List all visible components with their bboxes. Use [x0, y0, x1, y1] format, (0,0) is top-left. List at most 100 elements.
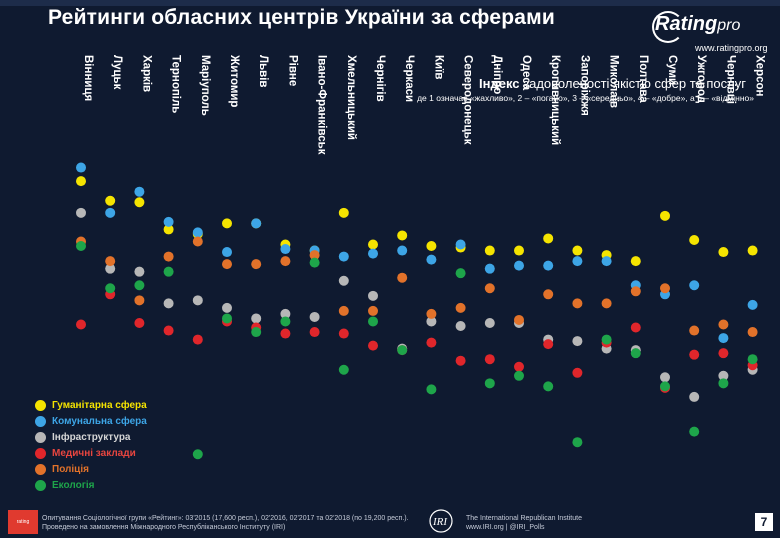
- page-number: 7: [755, 513, 773, 531]
- data-point: [747, 299, 758, 310]
- legend-dot: [35, 416, 46, 427]
- data-point: [426, 316, 437, 327]
- footer-source: Опитування Соціологічної групи «Рейтинг»…: [42, 514, 409, 532]
- city-label: Львів: [257, 55, 269, 87]
- data-point: [76, 207, 86, 218]
- data-point: [280, 256, 291, 267]
- city-label: Одеса: [520, 55, 532, 91]
- data-point: [660, 283, 670, 294]
- legend-item: Інфраструктура: [35, 430, 147, 446]
- iri-logo-icon: IRI: [429, 509, 453, 533]
- footer-iri: The International Republican Institute w…: [466, 514, 582, 532]
- data-point: [455, 239, 466, 250]
- legend-label: Комунальна сфера: [52, 416, 147, 427]
- data-point: [134, 197, 145, 208]
- data-point: [368, 340, 378, 351]
- data-point: [455, 355, 466, 366]
- data-point: [689, 234, 700, 245]
- data-point: [76, 162, 86, 173]
- data-point: [309, 257, 320, 268]
- data-point: [601, 298, 612, 309]
- city-label: Луцьк: [111, 55, 123, 90]
- data-point: [543, 233, 554, 244]
- data-point: [368, 305, 378, 316]
- data-point: [718, 319, 729, 330]
- data-point: [514, 245, 524, 256]
- footer-source-line2: Проведено на замовлення Міжнародного Рес…: [42, 524, 286, 531]
- logo-wordmark: Ratingpro: [655, 13, 740, 36]
- data-point: [368, 290, 378, 301]
- data-point: [338, 207, 349, 218]
- data-point: [251, 327, 262, 338]
- data-point: [572, 245, 583, 256]
- data-point: [397, 345, 408, 356]
- footer-iri-line2: www.IRI.org | @IRI_Polls: [466, 524, 545, 531]
- data-point: [368, 316, 378, 327]
- data-point: [134, 186, 145, 197]
- data-point: [309, 327, 320, 338]
- legend-label: Гуманітарна сфера: [52, 400, 147, 411]
- data-point: [484, 283, 495, 294]
- data-point: [572, 256, 583, 267]
- data-point: [747, 245, 758, 256]
- data-point: [484, 354, 495, 365]
- city-label: Тернопіль: [170, 55, 182, 113]
- data-point: [718, 333, 729, 344]
- city-label: Черкаси: [403, 55, 415, 102]
- data-point: [543, 289, 554, 300]
- data-point: [455, 321, 466, 331]
- legend-label: Поліція: [52, 464, 89, 475]
- legend-dot: [35, 480, 46, 491]
- data-point: [718, 378, 729, 389]
- data-point: [660, 210, 670, 221]
- data-point: [747, 354, 758, 365]
- data-point: [222, 313, 232, 324]
- data-point: [572, 298, 583, 309]
- data-point: [543, 381, 554, 392]
- city-label: Кропивницький: [549, 55, 561, 145]
- data-point: [222, 259, 232, 270]
- data-point: [338, 364, 349, 375]
- index-heading: Індекс задоволеності якістю сфер та посл…: [479, 76, 746, 91]
- legend-dot: [35, 400, 46, 411]
- city-label: Вінниця: [82, 55, 94, 101]
- data-point: [163, 224, 174, 235]
- data-point: [105, 195, 116, 206]
- logo-url: www.ratingpro.org: [695, 43, 768, 53]
- data-point: [689, 426, 700, 437]
- data-point: [134, 317, 145, 328]
- data-point: [105, 283, 116, 294]
- data-point: [76, 319, 86, 330]
- ratingpro-logo: Ratingpro www.ratingpro.org: [652, 11, 768, 59]
- data-point: [309, 311, 320, 322]
- legend-label: Інфраструктура: [52, 432, 131, 443]
- data-point: [601, 256, 612, 267]
- data-point: [689, 349, 700, 360]
- data-point: [689, 325, 700, 336]
- data-point: [601, 334, 612, 345]
- city-label: Северодонецьк: [462, 55, 474, 145]
- data-point: [484, 263, 495, 274]
- data-point: [572, 437, 583, 448]
- city-label: Рівне: [286, 55, 298, 86]
- data-point: [572, 336, 583, 347]
- data-point: [251, 218, 262, 229]
- data-point: [718, 348, 729, 359]
- data-point: [163, 251, 174, 262]
- legend-label: Медичні заклади: [52, 448, 136, 459]
- data-point: [397, 272, 408, 283]
- city-label: Миколаїв: [608, 55, 620, 108]
- data-point: [455, 268, 466, 279]
- data-point: [280, 328, 291, 339]
- data-point: [426, 241, 437, 252]
- data-point: [718, 247, 729, 258]
- data-point: [514, 361, 524, 372]
- data-point: [76, 176, 86, 187]
- city-label: Івано-Франківськ: [316, 55, 328, 155]
- data-point: [280, 316, 291, 327]
- data-point: [718, 370, 729, 381]
- city-label: Ужгород: [695, 55, 707, 104]
- logo-ring-icon: [652, 11, 684, 43]
- data-point: [630, 348, 641, 359]
